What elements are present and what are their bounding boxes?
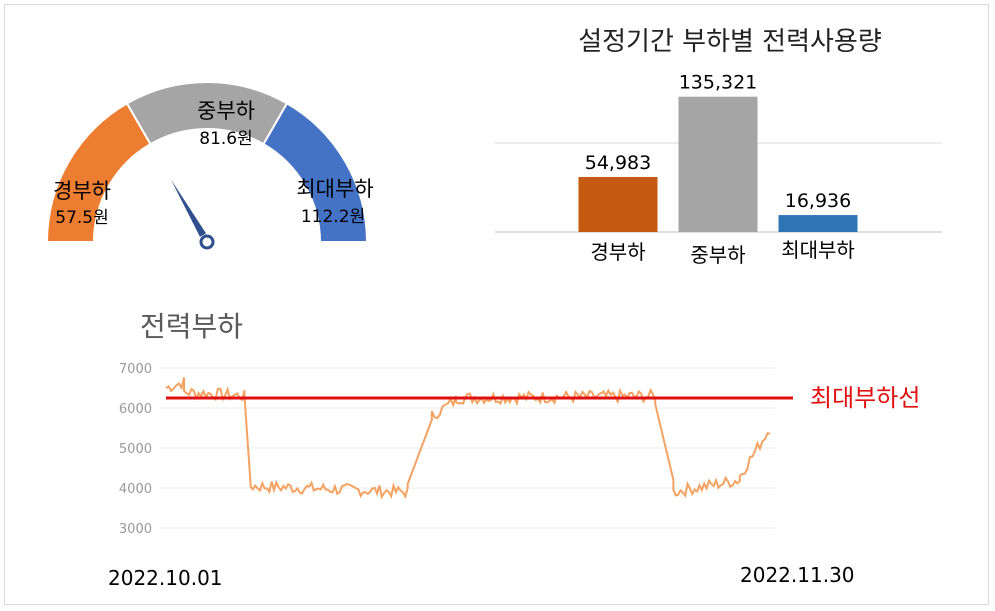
gauge-label-mid: 중부하 [197,99,255,123]
y-tick-6000: 6000 [119,402,152,417]
dashboard-frame [4,4,989,605]
bar-mid [678,96,758,232]
line-y-gridlines [160,367,775,529]
load-series-line [165,377,771,500]
bar-category-light: 경부하 [590,240,645,264]
bar-value-light: 54,983 [585,152,651,174]
gauge-needle [171,179,207,237]
usage-bar-chart: 설정기간 부하별 전력사용량 54,983 135,321 16,936 경부하… [495,27,942,267]
bar-category-mid: 중부하 [690,243,745,267]
load-line-chart: 전력부하 7000 6000 5000 4000 3000 최대부하선 2022… [108,310,920,590]
bar-light [578,177,658,232]
gauge-hub [199,234,215,250]
price-gauge: 경부하 57.5원 중부하 81.6원 최대부하 112.2원 [45,81,374,250]
y-tick-5000: 5000 [119,442,152,457]
bar-value-peak: 16,936 [785,190,851,212]
gauge-label-light: 경부하 [53,179,111,203]
bar-category-peak: 최대부하 [781,238,855,262]
bar-value-mid: 135,321 [679,72,758,94]
x-label-end: 2022.11.30 [740,563,855,587]
x-label-start: 2022.10.01 [108,566,223,590]
bar-chart-title: 설정기간 부하별 전력사용량 [578,27,882,57]
gauge-label-peak: 최대부하 [296,177,373,201]
y-tick-4000: 4000 [119,482,152,497]
y-tick-3000: 3000 [119,522,152,537]
line-chart-title: 전력부하 [140,310,243,343]
gauge-value-light: 57.5원 [55,208,109,228]
max-load-threshold-label: 최대부하선 [810,384,920,412]
y-tick-7000: 7000 [119,362,152,377]
gauge-segment-peak [262,102,369,243]
gauge-value-peak: 112.2원 [301,207,365,227]
bar-peak [778,215,858,232]
gauge-value-mid: 81.6원 [199,129,253,149]
